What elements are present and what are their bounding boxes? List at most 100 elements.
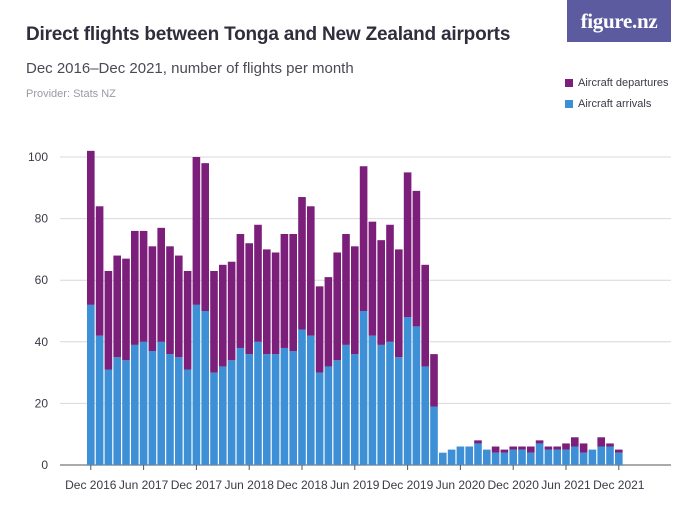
bar-arrivals — [104, 369, 113, 465]
bar-arrivals — [430, 406, 438, 465]
legend-item-departures: Aircraft departures — [565, 76, 668, 89]
bar-arrivals — [315, 372, 324, 465]
bar-departures — [368, 221, 377, 336]
bar-arrivals — [192, 304, 201, 465]
bar-arrivals — [183, 369, 192, 465]
bar-arrivals — [307, 335, 315, 465]
bar-arrivals — [210, 372, 218, 465]
bar-arrivals — [351, 354, 359, 465]
bar-arrivals — [175, 357, 183, 465]
x-tick-label: Dec 2018 — [276, 478, 328, 492]
y-tick-label: 40 — [35, 335, 49, 349]
data-provider: Provider: Stats NZ — [26, 88, 116, 100]
chart-subtitle: Dec 2016–Dec 2021, number of flights per… — [26, 60, 354, 77]
y-tick-label: 0 — [41, 458, 48, 472]
bar-departures — [157, 227, 165, 342]
bar-departures — [359, 166, 368, 311]
bar-arrivals — [377, 344, 385, 465]
bar-arrivals — [263, 354, 271, 465]
bar-arrivals — [421, 366, 429, 465]
bar-arrivals — [254, 341, 262, 465]
bar-departures — [553, 446, 561, 450]
bar-departures — [333, 252, 341, 361]
bar-departures — [571, 437, 579, 447]
bar-arrivals — [87, 304, 95, 465]
x-tick-label: Dec 2021 — [593, 478, 645, 492]
bar-departures — [175, 255, 183, 358]
bar-arrivals — [412, 326, 421, 465]
bar-arrivals — [403, 317, 412, 465]
bar-departures — [527, 446, 535, 453]
bar-departures — [183, 270, 192, 370]
bar-arrivals — [439, 452, 447, 465]
bar-arrivals — [615, 452, 623, 465]
y-tick-label: 100 — [28, 150, 48, 164]
bar-arrivals — [236, 347, 245, 465]
bar-departures — [562, 443, 570, 450]
bar-departures — [535, 440, 544, 444]
bar-layer — [87, 150, 623, 465]
bar-departures — [474, 440, 482, 444]
bar-departures — [227, 261, 236, 361]
legend-swatch-departures — [565, 78, 573, 87]
bar-departures — [518, 446, 526, 450]
bar-departures — [412, 190, 421, 327]
bar-departures — [324, 277, 333, 367]
bar-departures — [131, 230, 139, 345]
bar-arrivals — [606, 446, 614, 465]
bar-departures — [254, 224, 262, 342]
bar-arrivals — [95, 335, 104, 465]
bar-arrivals — [500, 452, 509, 465]
chart-title: Direct flights between Tonga and New Zea… — [26, 24, 511, 45]
brand-logo[interactable]: figure.nz — [567, 0, 671, 42]
bar-arrivals — [139, 341, 148, 465]
bar-departures — [236, 234, 245, 348]
x-tick-label: Dec 2016 — [65, 478, 117, 492]
bar-departures — [289, 234, 297, 352]
bar-arrivals — [227, 360, 236, 465]
x-tick-label: Dec 2019 — [382, 478, 434, 492]
bar-arrivals — [289, 351, 297, 465]
bar-departures — [87, 150, 95, 305]
bar-arrivals — [588, 449, 597, 465]
bar-departures — [395, 249, 403, 358]
bar-departures — [597, 437, 605, 447]
bar-departures — [500, 449, 509, 453]
bar-departures — [509, 446, 517, 450]
bar-departures — [113, 255, 121, 358]
bar-arrivals — [245, 354, 253, 465]
bar-arrivals — [527, 452, 535, 465]
bar-departures — [491, 446, 500, 453]
legend-label-arrivals: Aircraft arrivals — [578, 97, 652, 110]
bar-arrivals — [456, 446, 465, 465]
bar-departures — [139, 230, 148, 342]
bar-departures — [579, 443, 588, 453]
bar-departures — [403, 172, 412, 318]
bar-arrivals — [342, 344, 350, 465]
bar-arrivals — [219, 366, 227, 465]
bar-departures — [430, 354, 438, 407]
bar-departures — [377, 240, 385, 345]
bar-departures — [307, 206, 315, 336]
bar-arrivals — [553, 449, 561, 465]
bar-arrivals — [395, 357, 403, 465]
bar-arrivals — [491, 452, 500, 465]
bar-arrivals — [157, 341, 165, 465]
bar-departures — [148, 246, 157, 352]
x-tick-label: Dec 2017 — [171, 478, 223, 492]
bar-departures — [219, 264, 227, 367]
bar-departures — [386, 224, 394, 342]
bar-arrivals — [298, 329, 306, 465]
bar-departures — [606, 443, 614, 447]
bar-departures — [342, 234, 350, 345]
bar-arrivals — [509, 449, 517, 465]
bar-arrivals — [535, 443, 544, 465]
bar-departures — [421, 264, 429, 367]
bar-departures — [95, 206, 104, 336]
bar-departures — [122, 258, 130, 361]
bar-arrivals — [280, 347, 289, 465]
y-tick-label: 20 — [35, 396, 49, 410]
bar-departures — [351, 246, 359, 355]
